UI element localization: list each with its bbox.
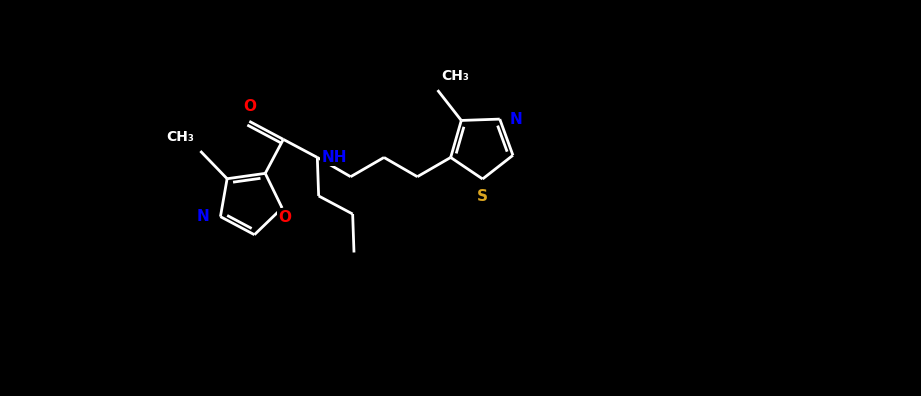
Text: S: S	[477, 189, 488, 204]
Text: O: O	[279, 210, 292, 225]
Text: NH: NH	[321, 150, 346, 165]
Text: CH₃: CH₃	[441, 69, 470, 83]
Text: N: N	[510, 112, 522, 127]
Text: CH₃: CH₃	[167, 130, 194, 144]
Text: N: N	[197, 209, 210, 224]
Text: O: O	[243, 99, 256, 114]
